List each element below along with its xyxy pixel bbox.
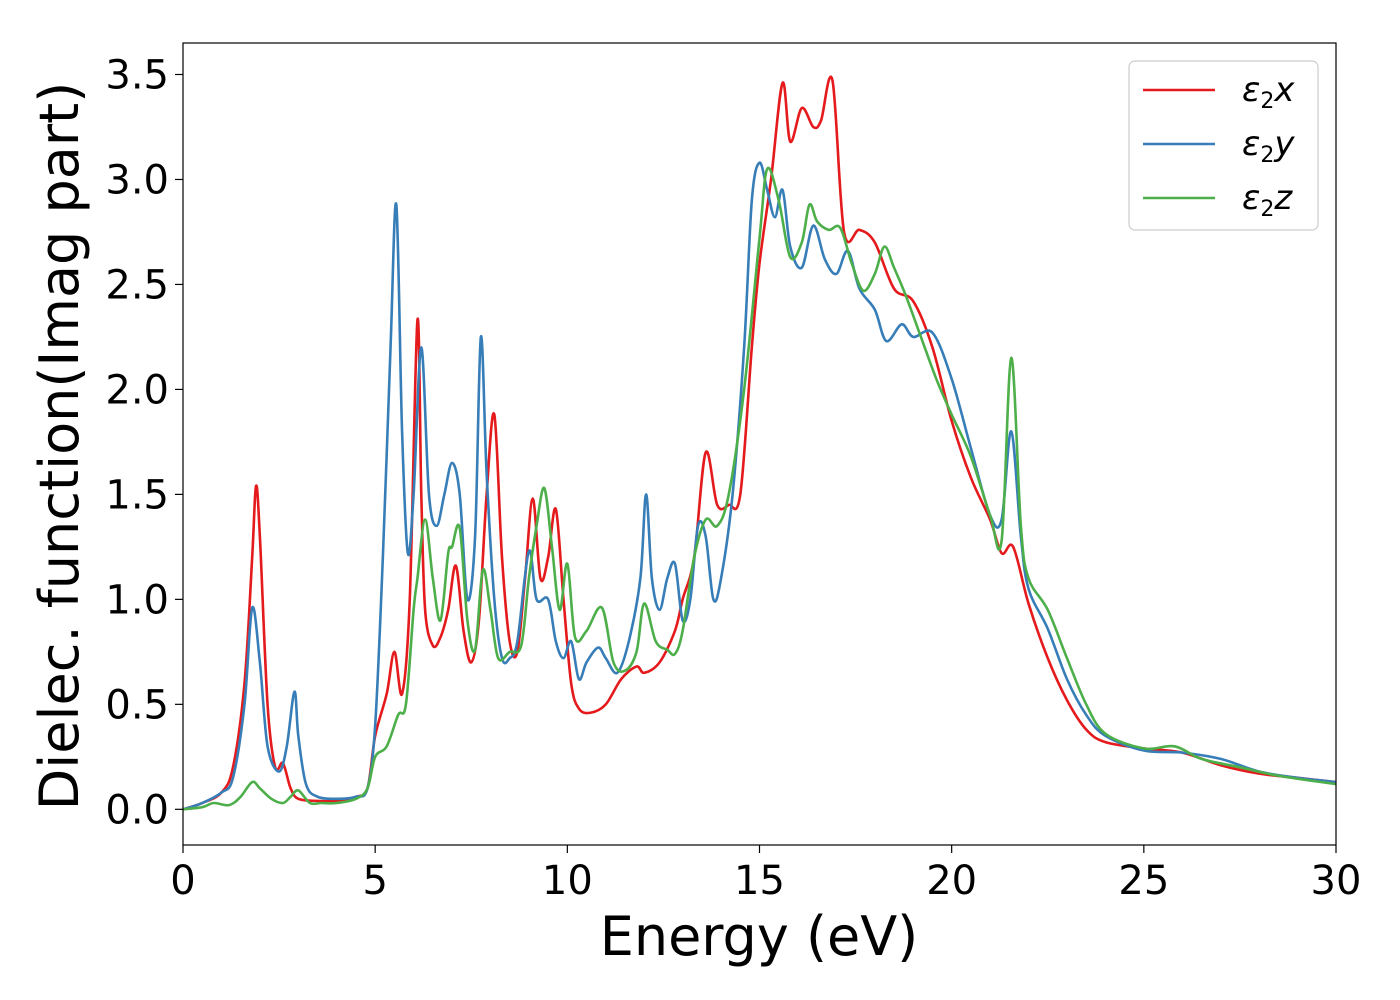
series-line-y <box>183 161 1336 811</box>
x-tick-label: 20 <box>926 858 977 904</box>
series-layer <box>183 75 1336 811</box>
y-tick-label: 0.5 <box>105 682 169 728</box>
y-tick-label: 2.0 <box>105 367 169 413</box>
x-tick-label: 5 <box>362 858 387 904</box>
legend-label-z: ε2z <box>1242 178 1293 222</box>
y-tick-label: 3.0 <box>105 157 169 203</box>
y-tick-label: 3.5 <box>105 52 169 98</box>
legend-label-x: ε2x <box>1242 70 1295 114</box>
x-axis-label: Energy (eV) <box>600 905 919 968</box>
x-tick-label: 0 <box>170 858 195 904</box>
y-axis-label: Dielec. function(Imag part) <box>28 82 91 811</box>
y-tick-label: 1.0 <box>105 577 169 623</box>
legend-entries: ε2x ε2y ε2z <box>1143 70 1295 222</box>
series-line-z <box>183 166 1336 811</box>
y-tick-label: 0.0 <box>105 787 169 833</box>
x-tick-label: 30 <box>1311 858 1362 904</box>
y-axis-ticks: 0.0 0.5 1.0 1.5 2.0 2.5 3.0 3.5 <box>105 52 183 833</box>
x-axis-ticks: 0 5 10 15 20 25 30 <box>170 845 1361 904</box>
x-tick-label: 15 <box>734 858 785 904</box>
x-tick-label: 25 <box>1118 858 1169 904</box>
x-tick-label: 10 <box>542 858 593 904</box>
legend: ε2x ε2y ε2z <box>1128 60 1319 231</box>
y-tick-label: 1.5 <box>105 472 169 518</box>
legend-box <box>1128 60 1319 231</box>
y-tick-label: 2.5 <box>105 262 169 308</box>
legend-label-y: ε2y <box>1242 124 1295 168</box>
